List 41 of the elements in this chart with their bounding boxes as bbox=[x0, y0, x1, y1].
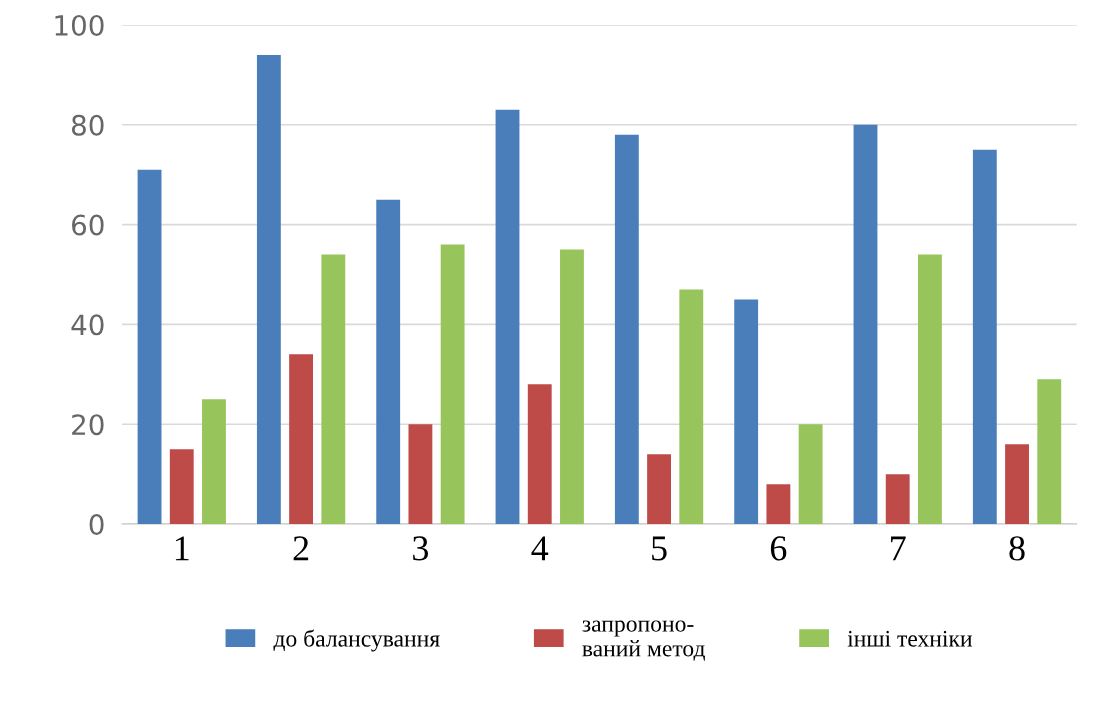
y-tick-label: 0 bbox=[89, 513, 104, 535]
bar bbox=[614, 134, 639, 525]
x-tick-label: 7 bbox=[891, 536, 906, 561]
x-tick-label: 1 bbox=[175, 536, 189, 561]
bar bbox=[376, 199, 401, 525]
bar bbox=[202, 399, 226, 525]
bar bbox=[766, 484, 791, 525]
bar bbox=[972, 149, 997, 525]
x-tick-label: 5 bbox=[652, 536, 667, 561]
y-tick-label: 80 bbox=[71, 114, 104, 136]
legend-label: до балансування bbox=[273, 629, 440, 652]
bar bbox=[885, 474, 910, 525]
bar bbox=[647, 454, 671, 525]
bar bbox=[798, 424, 823, 525]
bar bbox=[918, 254, 942, 525]
bar bbox=[137, 169, 162, 525]
x-tick-label: 2 bbox=[293, 536, 309, 561]
bar bbox=[289, 354, 314, 525]
bar bbox=[440, 244, 465, 525]
x-tick-label: 8 bbox=[1009, 536, 1025, 561]
bar bbox=[527, 384, 552, 525]
bar bbox=[169, 449, 194, 525]
bar bbox=[853, 124, 878, 525]
bar bbox=[408, 424, 433, 525]
x-tick-label: 4 bbox=[531, 536, 549, 561]
y-tick-label: 60 bbox=[72, 214, 104, 236]
bar bbox=[679, 289, 704, 525]
bar bbox=[256, 54, 281, 525]
y-tick-label: 40 bbox=[71, 314, 104, 336]
x-tick-label: 3 bbox=[413, 536, 429, 561]
y-tick-label: 20 bbox=[72, 414, 104, 436]
bar bbox=[495, 109, 520, 525]
bar bbox=[1005, 444, 1029, 525]
y-tick-label: 100 bbox=[55, 14, 104, 36]
bar bbox=[734, 299, 759, 525]
bar bbox=[560, 249, 584, 525]
bar bbox=[321, 254, 346, 525]
bar bbox=[1037, 379, 1062, 525]
legend-label: запропоно- ваний метод bbox=[582, 620, 705, 661]
x-tick-label: 6 bbox=[770, 536, 787, 561]
legend-label: інші техніки bbox=[847, 630, 973, 647]
